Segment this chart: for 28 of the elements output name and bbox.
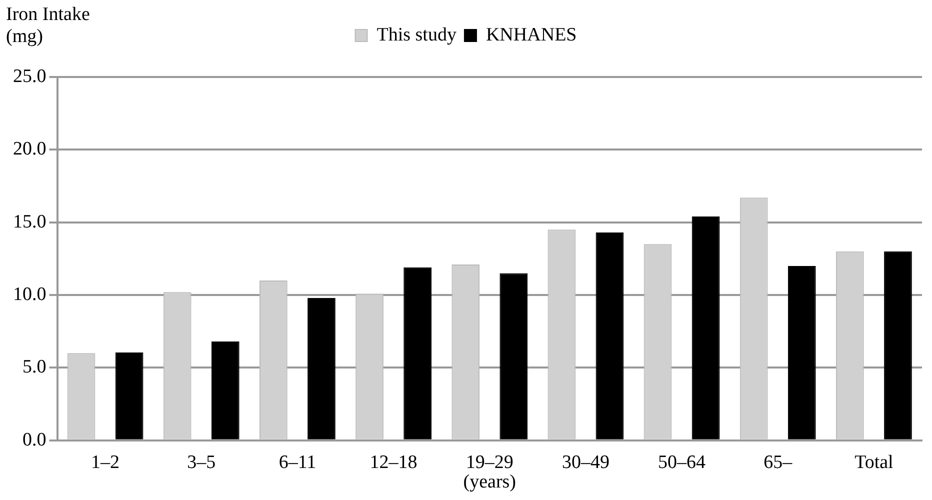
x-axis-title: (years) (463, 472, 516, 493)
y-tick-label: 25.0 (13, 66, 46, 87)
bar (211, 342, 240, 440)
x-tick-label: 19–29 (466, 452, 514, 473)
bar (884, 251, 912, 440)
bar (500, 273, 528, 440)
y-axis-title: Iron Intake (mg) (6, 4, 90, 48)
x-tick-label: 12–18 (370, 452, 418, 473)
bar (788, 266, 816, 440)
legend-label: This study (376, 24, 457, 46)
x-tick-label: 50–64 (658, 452, 706, 473)
y-tick-label: 20.0 (13, 138, 46, 160)
x-tick-label: 3–5 (187, 452, 216, 473)
x-tick-label: 1–2 (91, 452, 120, 473)
bar (308, 298, 336, 440)
y-tick-label: 0.0 (22, 429, 46, 450)
bar (115, 352, 144, 440)
x-tick-label: Total (854, 452, 894, 473)
bar (404, 267, 432, 440)
x-tick-label: 30–49 (562, 452, 610, 473)
x-tick-label: 6–11 (278, 452, 316, 473)
y-tick-label: 5.0 (22, 356, 46, 378)
y-tick-label: 10.0 (13, 284, 46, 306)
bar (596, 232, 624, 440)
y-tick-label: 15.0 (13, 211, 46, 232)
bar (692, 216, 720, 440)
legend-label: KNHANES (486, 24, 577, 46)
x-tick-label: 65– (764, 452, 793, 473)
